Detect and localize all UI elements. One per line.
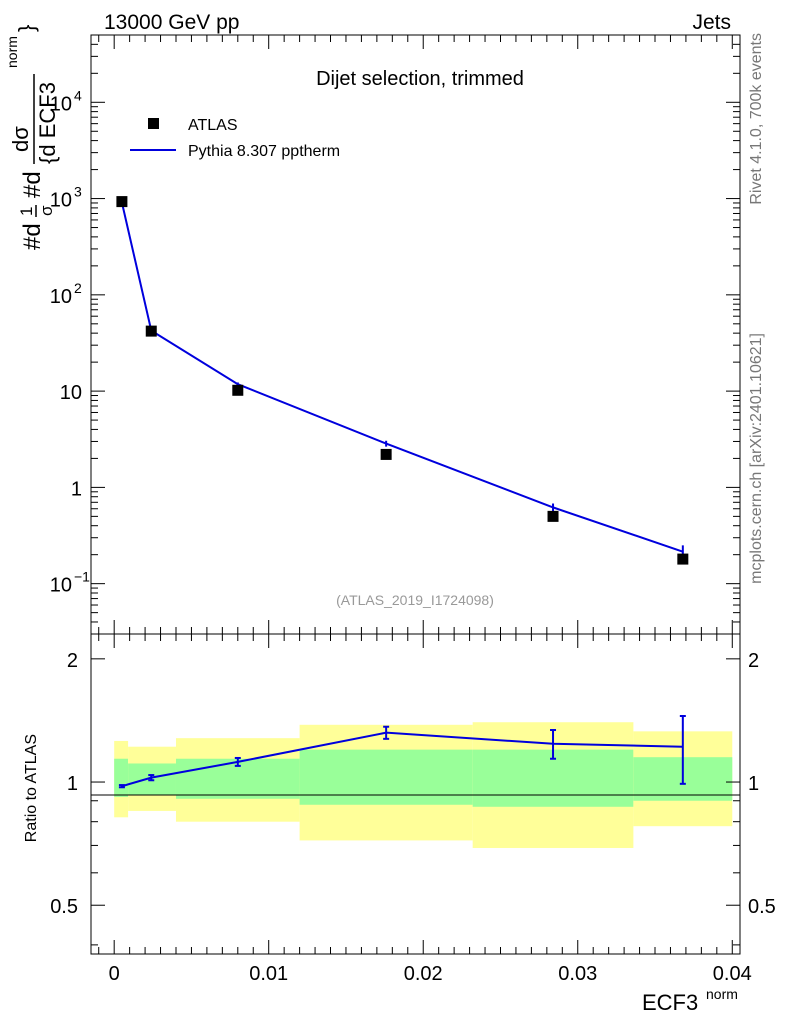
side-rivet-label: Rivet 4.1.0, 700k events (748, 33, 765, 205)
side-mcplots-label: mcplots.cern.ch [arXiv:2401.10621] (748, 333, 765, 584)
atlas-data-point (145, 325, 157, 337)
x-axis-label: ECF3 norm (642, 986, 738, 1015)
main-y-tick-label-exp: −1 (74, 569, 90, 585)
ylabel-part-d2: #d (19, 171, 46, 198)
legend-pythia-label: Pythia 8.307 pptherm (188, 143, 340, 160)
x-tick-label: 0 (109, 963, 120, 985)
ratio-frame (90, 633, 741, 955)
x-tick-label: 0.03 (558, 963, 597, 985)
x-tick-label: 0.02 (404, 963, 443, 985)
main-y-tick-label-base: 10 (50, 93, 72, 115)
ratio-plot: 0.5 0.5 1 1 2 2 0 0.01 0.02 0.03 0.04 Ratio to ATL… (23, 633, 776, 985)
main-y-tick-label: 10 2 (50, 280, 82, 308)
ratio-y-tick-label-right: 0.5 (748, 896, 776, 918)
main-y-tick-label: 10 3 (50, 184, 82, 212)
main-y-tick-label-base: 10 (50, 286, 72, 308)
main-series-lines (120, 202, 684, 560)
ylabel-part-dsigma: dσ (8, 126, 33, 152)
main-y-tick-label-exp: 4 (74, 87, 82, 103)
main-y-tick-label-base: 10 (50, 190, 72, 212)
legend-atlas-marker (148, 118, 159, 129)
main-y-tick-label-exp: 3 (74, 184, 82, 200)
ylabel-part-sigma: σ (37, 205, 56, 216)
x-tick-label: 0.04 (713, 963, 752, 985)
main-y-tick-label-base: 10 (50, 575, 72, 597)
ylabel-part-d1: #d (19, 223, 46, 250)
atlas-data-point (116, 196, 128, 208)
watermark-label: (ATLAS_2019_I1724098) (336, 592, 494, 608)
ratio-series-line (118, 714, 686, 789)
main-y-axis-label: #d 1 σ #d dσ {d ECF3 norm } (4, 25, 60, 250)
x-axis-label-main: ECF3 (642, 990, 698, 1015)
ratio-y-tick-label-left: 1 (67, 773, 78, 795)
main-y-tick-label-base: 10 (60, 382, 82, 404)
ylabel-part-1: 1 (17, 207, 36, 216)
ratio-band-green (114, 758, 129, 797)
ylabel-part-norm: norm (4, 36, 20, 68)
ylabel-part-brace: } (14, 25, 39, 32)
legend-atlas-label: ATLAS (188, 117, 238, 134)
header-jets-label: Jets (692, 11, 731, 34)
main-ticks (91, 34, 740, 635)
ratio-y-tick-label-left: 0.5 (50, 896, 78, 918)
main-y-tick-label: 1 (71, 478, 82, 500)
main-title: Dijet selection, trimmed (316, 68, 524, 90)
x-axis-label-sup: norm (706, 986, 738, 1002)
main-y-tick-label: 10 4 (50, 87, 82, 115)
atlas-data-point (380, 448, 392, 460)
main-y-tick-label-base: 1 (71, 478, 82, 500)
ratio-band-green (299, 749, 473, 805)
ratio-tick-labels: 0.5 0.5 1 1 2 2 0 0.01 0.02 0.03 0.04 (50, 650, 776, 985)
ratio-y-tick-label-right: 2 (748, 650, 759, 672)
atlas-data-point (677, 553, 689, 565)
main-data-points (116, 196, 689, 565)
atlas-data-point (232, 384, 244, 396)
main-y-tick-label: 10 −1 (50, 569, 90, 597)
ylabel-part-decf3: {d ECF3 (35, 82, 60, 164)
pythia-line (120, 202, 684, 553)
ratio-uncertainty-bands (114, 722, 733, 848)
ratio-y-axis-label: Ratio to ATLAS (23, 734, 40, 842)
ratio-pythia-line (121, 731, 683, 788)
x-tick-label: 0.01 (249, 963, 288, 985)
ratio-y-tick-label-left: 2 (67, 650, 78, 672)
ratio-ticks (91, 634, 740, 954)
atlas-data-point (547, 510, 559, 522)
ratio-y-tick-label-right: 1 (748, 773, 759, 795)
header-energy-label: 13000 GeV pp (104, 11, 239, 34)
legend: ATLAS Pythia 8.307 pptherm (130, 117, 340, 160)
main-y-tick-label: 10 (60, 382, 82, 404)
main-y-tick-label-exp: 2 (74, 280, 82, 296)
